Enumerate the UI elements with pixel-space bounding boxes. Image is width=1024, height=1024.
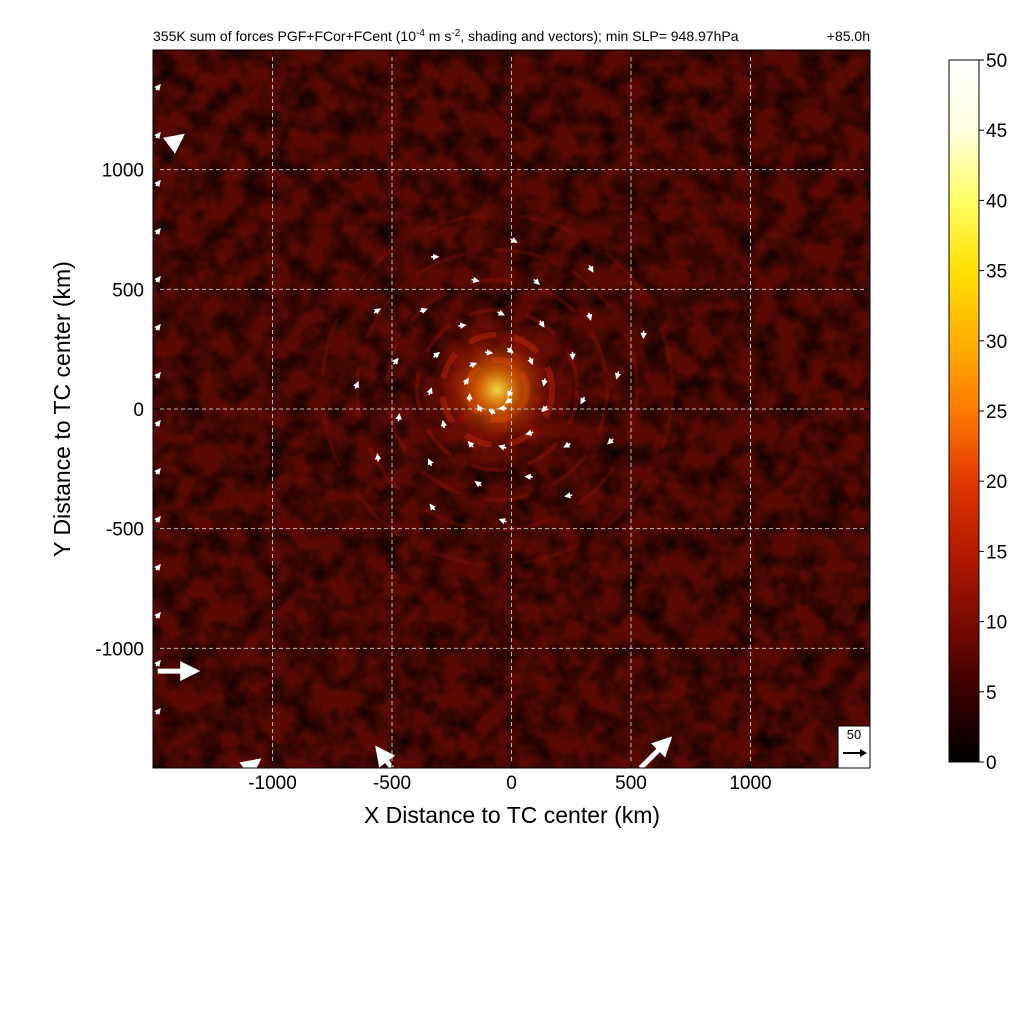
force-vector xyxy=(239,758,262,768)
x-tick-label: 500 xyxy=(615,773,647,794)
force-vector-small xyxy=(154,180,161,187)
force-vector-small xyxy=(504,397,513,404)
colorbar: 0 5 10 15 20 25 30 35 40 45 50 xyxy=(948,51,1007,774)
force-vector-small xyxy=(392,357,399,365)
reference-vector-label: 50 xyxy=(847,727,861,742)
force-vector-small xyxy=(467,440,475,448)
colorbar-ticks: 0 5 10 15 20 25 30 35 40 45 50 xyxy=(979,51,1007,774)
vortex-ring xyxy=(355,247,640,532)
force-vector-small xyxy=(154,468,161,475)
vortex-core xyxy=(417,309,578,470)
force-vector-small xyxy=(374,453,382,462)
x-axis-label: X Distance to TC center (km) xyxy=(364,802,660,828)
force-vector-small xyxy=(154,612,161,619)
y-tick-label: -1000 xyxy=(95,639,144,660)
force-vector-small xyxy=(525,429,534,436)
force-vector-small xyxy=(427,458,434,467)
force-vector-small xyxy=(154,228,161,235)
force-vector-small xyxy=(154,276,161,283)
x-axis: -1000 -500 0 500 1000 xyxy=(248,50,772,794)
force-vector-small xyxy=(533,278,540,286)
force-vector xyxy=(162,133,185,154)
force-vector-small xyxy=(497,309,506,316)
force-vector-small xyxy=(154,84,161,91)
force-vector-small xyxy=(506,346,514,354)
colorbar-tick-label: 35 xyxy=(986,262,1007,283)
y-tick-label: 1000 xyxy=(102,161,144,182)
force-vector-small xyxy=(477,404,484,412)
force-vector-small xyxy=(462,377,469,386)
y-axis: -1000 -500 0 500 1000 xyxy=(95,161,870,660)
colorbar-tick-label: 45 xyxy=(986,121,1007,142)
y-axis-label: Y Distance to TC center (km) xyxy=(49,261,75,557)
force-vector-small xyxy=(541,378,548,387)
y-tick-label: 0 xyxy=(133,400,144,421)
force-vector-small xyxy=(614,371,622,380)
grid-lines xyxy=(153,50,870,768)
vortex-ring xyxy=(320,212,675,567)
force-vector-small xyxy=(510,236,518,243)
colorbar-tick-label: 50 xyxy=(986,51,1007,72)
force-vector-small xyxy=(373,308,381,315)
colorbar-tick-label: 15 xyxy=(986,542,1007,563)
vector-field xyxy=(154,84,673,768)
force-vector xyxy=(375,745,396,768)
y-tick-label: 500 xyxy=(112,280,144,301)
force-vector-small xyxy=(395,413,402,422)
force-vector-small xyxy=(440,419,448,429)
force-vector-small xyxy=(469,362,478,369)
vortex-ring xyxy=(385,277,610,502)
colorbar-tick-label: 40 xyxy=(986,191,1007,212)
force-vector-small xyxy=(498,444,507,451)
force-vector-small xyxy=(538,320,545,328)
force-vector-small xyxy=(586,312,593,321)
force-vector-small xyxy=(426,387,433,396)
force-vector-small xyxy=(432,351,441,359)
force-vector-small xyxy=(527,357,534,366)
force-vector-small xyxy=(564,492,573,499)
y-tick-label: -500 xyxy=(106,520,144,541)
force-vector-small xyxy=(154,132,161,139)
force-vector-small xyxy=(154,372,161,379)
force-vector-small xyxy=(507,389,514,398)
colorbar-tick-label: 30 xyxy=(986,332,1007,353)
force-vector-small xyxy=(563,441,571,448)
colorbar-gradient xyxy=(948,59,980,763)
x-tick-label: 0 xyxy=(506,773,517,794)
force-vector-small xyxy=(154,516,161,523)
colorbar-tick-label: 10 xyxy=(986,613,1007,634)
force-vector-small xyxy=(587,265,594,273)
chart-title: 355K sum of forces PGF+FCor+FCent (10-4 … xyxy=(153,28,739,44)
colorbar-tick-label: 25 xyxy=(986,402,1007,423)
force-vector-small xyxy=(488,409,496,416)
x-tick-label: -1000 xyxy=(248,773,297,794)
force-vector-small xyxy=(607,437,614,445)
force-vector-small xyxy=(458,322,467,329)
force-vector-small xyxy=(429,503,436,511)
force-vector-small xyxy=(580,396,587,405)
force-vector xyxy=(638,736,673,768)
force-vector-small xyxy=(471,276,480,284)
time-label: +85.0h xyxy=(827,28,870,44)
force-vector-small xyxy=(474,481,482,488)
x-tick-label: -500 xyxy=(373,773,411,794)
force-vector-small xyxy=(353,381,359,389)
colorbar-tick-label: 0 xyxy=(986,753,997,774)
force-vector-small xyxy=(541,405,549,413)
colorbar-tick-label: 20 xyxy=(986,472,1007,493)
force-vector-small xyxy=(154,564,161,571)
force-vector-small xyxy=(154,324,161,331)
force-vector-small xyxy=(419,307,428,314)
force-vector-small xyxy=(484,349,494,356)
x-tick-label: 1000 xyxy=(729,773,771,794)
colorbar-tick-label: 5 xyxy=(986,683,997,704)
force-vector-small xyxy=(154,708,161,715)
reference-vector: 50 xyxy=(837,725,871,769)
heatmap-area xyxy=(153,50,870,768)
force-vector-small xyxy=(498,518,507,525)
force-vector-small xyxy=(154,660,161,667)
force-vector-small xyxy=(154,420,161,427)
